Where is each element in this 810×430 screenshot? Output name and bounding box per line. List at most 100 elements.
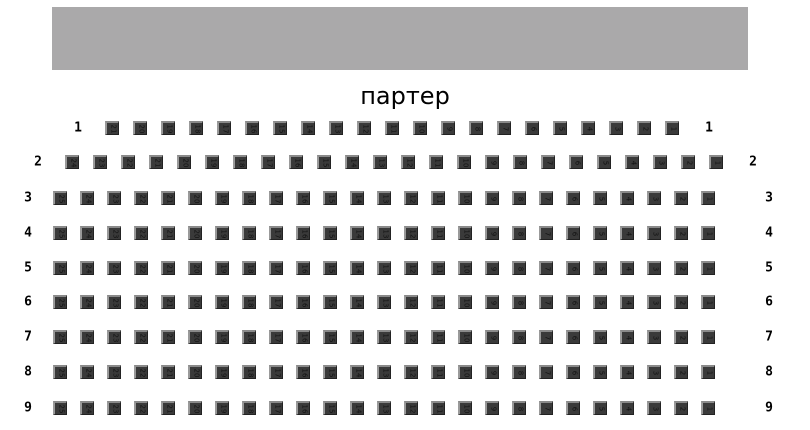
seat[interactable]: 5 <box>553 121 567 135</box>
seat[interactable]: 23 <box>107 226 121 240</box>
seat[interactable]: 14 <box>350 226 364 240</box>
seat[interactable]: 2 <box>674 330 688 344</box>
seat[interactable]: 2 <box>637 121 651 135</box>
seat[interactable]: 7 <box>539 295 553 309</box>
seat[interactable]: 22 <box>134 401 148 415</box>
seat[interactable]: 13 <box>377 261 391 275</box>
seat[interactable]: 17 <box>269 365 283 379</box>
seat[interactable]: 3 <box>653 155 667 169</box>
seat[interactable]: 18 <box>242 191 256 205</box>
seat[interactable]: 1 <box>709 155 723 169</box>
seat[interactable]: 12 <box>357 121 371 135</box>
seat[interactable]: 19 <box>215 295 229 309</box>
seat[interactable]: 20 <box>133 121 147 135</box>
seat[interactable]: 6 <box>566 191 580 205</box>
seat[interactable]: 22 <box>134 365 148 379</box>
seat[interactable]: 3 <box>647 295 661 309</box>
seat[interactable]: 5 <box>593 365 607 379</box>
seat[interactable]: 8 <box>512 295 526 309</box>
seat[interactable]: 24 <box>80 226 94 240</box>
seat[interactable]: 11 <box>429 155 443 169</box>
seat[interactable]: 16 <box>296 365 310 379</box>
seat[interactable]: 4 <box>620 365 634 379</box>
seat[interactable]: 21 <box>149 155 163 169</box>
seat[interactable]: 6 <box>566 365 580 379</box>
seat[interactable]: 3 <box>647 401 661 415</box>
seat[interactable]: 23 <box>107 261 121 275</box>
seat[interactable]: 4 <box>620 295 634 309</box>
seat[interactable]: 15 <box>323 261 337 275</box>
seat[interactable]: 8 <box>512 261 526 275</box>
seat[interactable]: 9 <box>485 226 499 240</box>
seat[interactable]: 20 <box>188 226 202 240</box>
seat[interactable]: 16 <box>296 330 310 344</box>
seat[interactable]: 7 <box>539 365 553 379</box>
seat[interactable]: 13 <box>377 401 391 415</box>
seat[interactable]: 20 <box>188 365 202 379</box>
seat[interactable]: 20 <box>188 295 202 309</box>
seat[interactable]: 24 <box>80 295 94 309</box>
seat[interactable]: 12 <box>404 295 418 309</box>
seat[interactable]: 12 <box>401 155 415 169</box>
seat[interactable]: 1 <box>701 226 715 240</box>
seat[interactable]: 10 <box>413 121 427 135</box>
seat[interactable]: 12 <box>404 365 418 379</box>
seat[interactable]: 6 <box>566 401 580 415</box>
seat[interactable]: 4 <box>620 226 634 240</box>
seat[interactable]: 12 <box>404 330 418 344</box>
seat[interactable]: 2 <box>674 191 688 205</box>
seat[interactable]: 13 <box>377 226 391 240</box>
seat[interactable]: 19 <box>215 226 229 240</box>
seat[interactable]: 25 <box>53 226 67 240</box>
seat[interactable]: 14 <box>350 261 364 275</box>
seat[interactable]: 15 <box>323 365 337 379</box>
seat[interactable]: 17 <box>269 226 283 240</box>
seat[interactable]: 3 <box>647 330 661 344</box>
seat[interactable]: 2 <box>674 261 688 275</box>
seat[interactable]: 18 <box>242 365 256 379</box>
seat[interactable]: 2 <box>681 155 695 169</box>
seat[interactable]: 15 <box>323 295 337 309</box>
seat[interactable]: 15 <box>323 226 337 240</box>
seat[interactable]: 9 <box>485 261 499 275</box>
seat[interactable]: 9 <box>485 191 499 205</box>
seat[interactable]: 19 <box>215 261 229 275</box>
seat[interactable]: 19 <box>215 330 229 344</box>
seat[interactable]: 7 <box>497 121 511 135</box>
seat[interactable]: 2 <box>674 365 688 379</box>
seat[interactable]: 21 <box>161 365 175 379</box>
seat[interactable]: 16 <box>296 295 310 309</box>
seat[interactable]: 10 <box>458 401 472 415</box>
seat[interactable]: 10 <box>458 295 472 309</box>
seat[interactable]: 23 <box>107 295 121 309</box>
seat[interactable]: 18 <box>233 155 247 169</box>
seat[interactable]: 21 <box>161 226 175 240</box>
seat[interactable]: 23 <box>107 330 121 344</box>
seat[interactable]: 11 <box>431 401 445 415</box>
seat[interactable]: 14 <box>350 365 364 379</box>
seat[interactable]: 25 <box>53 401 67 415</box>
seat[interactable]: 7 <box>539 330 553 344</box>
seat[interactable]: 23 <box>107 191 121 205</box>
seat[interactable]: 10 <box>458 365 472 379</box>
seat[interactable]: 21 <box>161 401 175 415</box>
seat[interactable]: 7 <box>539 261 553 275</box>
seat[interactable]: 7 <box>541 155 555 169</box>
seat[interactable]: 17 <box>261 155 275 169</box>
seat[interactable]: 21 <box>105 121 119 135</box>
seat[interactable]: 11 <box>431 261 445 275</box>
seat[interactable]: 22 <box>134 295 148 309</box>
seat[interactable]: 14 <box>350 401 364 415</box>
seat[interactable]: 18 <box>242 401 256 415</box>
seat[interactable]: 23 <box>107 401 121 415</box>
seat[interactable]: 8 <box>512 365 526 379</box>
seat[interactable]: 11 <box>431 365 445 379</box>
seat[interactable]: 25 <box>53 365 67 379</box>
seat[interactable]: 8 <box>512 401 526 415</box>
seat[interactable]: 1 <box>701 261 715 275</box>
seat[interactable]: 8 <box>469 121 483 135</box>
seat[interactable]: 10 <box>457 155 471 169</box>
seat[interactable]: 4 <box>620 261 634 275</box>
seat[interactable]: 18 <box>242 330 256 344</box>
seat[interactable]: 16 <box>289 155 303 169</box>
